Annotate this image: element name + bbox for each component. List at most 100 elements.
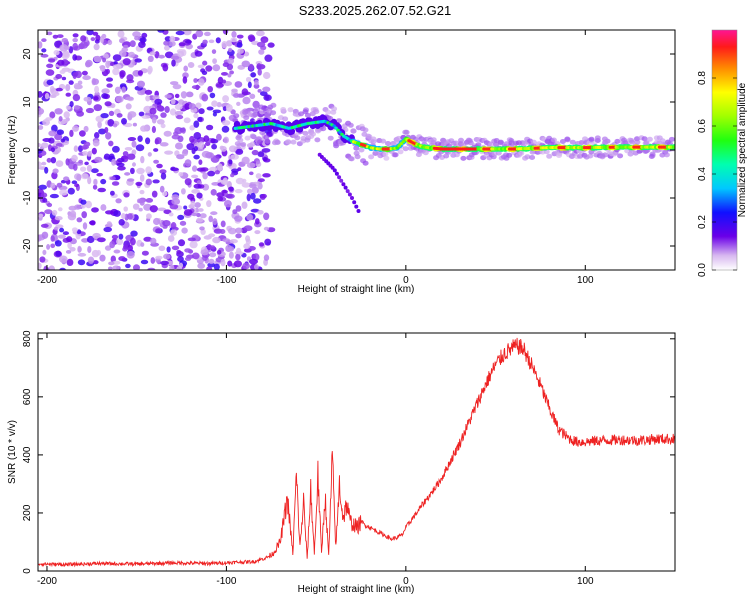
noise-speck — [107, 39, 113, 46]
ridge-halo — [358, 147, 365, 153]
noise-speck — [91, 147, 97, 155]
noise-speck — [206, 106, 214, 111]
noise-speck — [245, 235, 251, 243]
noise-speck — [221, 125, 230, 133]
noise-speck — [175, 142, 183, 150]
noise-speck — [86, 164, 92, 172]
noise-speck — [216, 102, 222, 108]
noise-speck — [117, 158, 125, 163]
ridge-halo — [627, 151, 634, 157]
noise-speck — [267, 42, 275, 48]
noise-speck — [94, 85, 100, 94]
noise-speck — [193, 132, 202, 140]
branch-mark — [356, 209, 361, 213]
ridge-halo — [368, 154, 375, 160]
noise-speck — [147, 67, 152, 75]
noise-speck — [169, 108, 177, 116]
noise-speck — [212, 112, 217, 117]
noise-speck — [257, 210, 264, 215]
ridge-halo — [240, 142, 247, 147]
noise-speck — [76, 174, 82, 182]
noise-speck — [73, 105, 80, 110]
noise-speck — [184, 256, 192, 261]
noise-speck — [55, 74, 63, 79]
noise-speck — [100, 204, 107, 211]
noise-speck — [251, 186, 259, 194]
ridge-halo — [380, 138, 387, 144]
noise-speck — [204, 31, 211, 37]
noise-speck — [73, 145, 79, 152]
snr-x-tick-label: -200 — [37, 576, 57, 587]
snr-frame — [37, 332, 676, 572]
noise-speck — [82, 150, 88, 156]
noise-speck — [183, 65, 188, 72]
noise-speck — [162, 63, 169, 72]
noise-speck — [123, 206, 128, 212]
noise-speck — [171, 198, 181, 205]
snr-y-tick-label: 200 — [22, 504, 33, 521]
noise-speck — [255, 173, 262, 179]
noise-speck — [261, 148, 271, 153]
ridge-halo — [257, 139, 263, 145]
ridge-halo — [310, 131, 316, 137]
noise-speck — [101, 93, 108, 99]
noise-speck — [164, 106, 170, 113]
noise-speck — [138, 41, 146, 48]
noise-speck — [195, 30, 204, 38]
noise-speck — [140, 242, 145, 247]
noise-speck — [226, 193, 235, 199]
noise-speck — [97, 237, 106, 243]
noise-speck — [108, 266, 113, 270]
noise-speck — [127, 244, 133, 252]
snr-y-tick-label: 400 — [22, 446, 33, 463]
noise-speck — [214, 170, 220, 175]
noise-speck — [73, 163, 78, 171]
noise-speck — [226, 181, 232, 189]
noise-speck — [54, 216, 63, 221]
noise-speck — [254, 230, 261, 235]
noise-speck — [55, 160, 64, 168]
ridge-halo — [546, 153, 553, 159]
noise-speck — [108, 140, 114, 147]
noise-speck — [47, 58, 56, 63]
snr-y-tick-label: 0 — [22, 568, 33, 574]
noise-speck — [156, 163, 163, 169]
noise-speck — [87, 256, 95, 264]
noise-speck — [132, 31, 141, 38]
noise-speck — [41, 38, 47, 42]
noise-speck — [151, 190, 158, 198]
noise-speck — [222, 95, 230, 103]
noise-speck — [227, 246, 235, 252]
ridge-halo — [350, 128, 357, 134]
noise-speck — [222, 79, 226, 84]
noise-speck — [106, 77, 113, 82]
noise-speck — [191, 189, 201, 194]
colorbar-tick-label: 0.0 — [697, 263, 708, 277]
noise-speck — [123, 244, 129, 250]
noise-speck — [189, 135, 195, 143]
noise-speck — [208, 39, 215, 44]
noise-speck — [39, 256, 46, 263]
noise-speck — [63, 118, 68, 124]
noise-speck — [157, 30, 165, 33]
noise-speck — [40, 192, 48, 198]
noise-speck — [122, 58, 131, 66]
ridge-halo — [663, 152, 670, 158]
noise-speck — [153, 148, 159, 152]
noise-speck — [223, 136, 230, 144]
noise-speck — [40, 223, 49, 228]
ridge-halo — [320, 126, 327, 132]
noise-speck — [231, 31, 237, 38]
noise-speck — [112, 67, 120, 76]
noise-speck — [67, 187, 75, 195]
noise-speck — [179, 220, 187, 226]
noise-speck — [221, 189, 228, 194]
noise-speck — [46, 79, 54, 86]
noise-speck — [138, 207, 143, 212]
noise-speck — [54, 133, 63, 141]
noise-speck — [191, 212, 198, 217]
noise-speck — [100, 35, 105, 44]
noise-speck — [139, 200, 145, 206]
noise-speck — [230, 154, 240, 160]
noise-speck — [176, 154, 185, 160]
